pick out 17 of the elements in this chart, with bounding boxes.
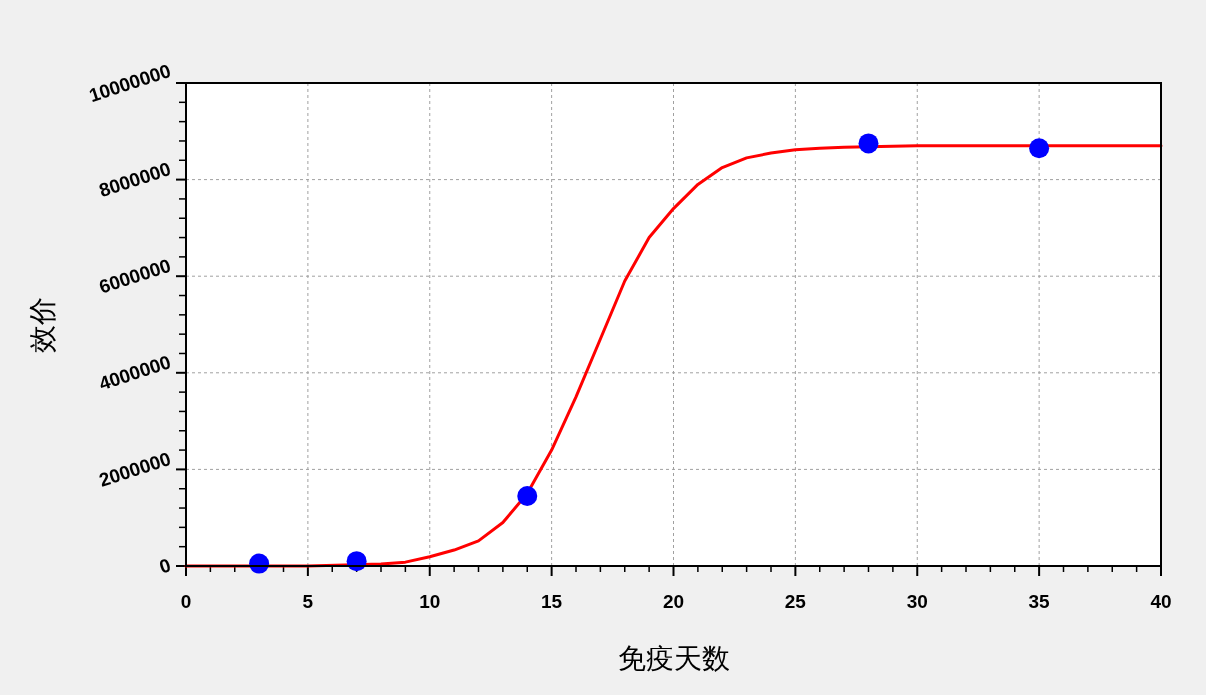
point xyxy=(858,133,879,154)
point xyxy=(1029,138,1050,159)
y-axis-title: 效价 xyxy=(26,296,59,353)
y-tick-label: 0 xyxy=(156,554,174,578)
line-series xyxy=(184,144,1163,568)
x-tick-label: 10 xyxy=(419,591,441,612)
x-tick-label: 20 xyxy=(662,591,685,612)
point xyxy=(517,485,538,506)
point xyxy=(249,553,270,574)
x-axis-title: 免疫天数 xyxy=(617,642,730,675)
x-tick-label: 40 xyxy=(1150,591,1172,612)
x-tick-label: 15 xyxy=(541,591,563,612)
x-tick-label: 5 xyxy=(302,591,314,612)
x-tick-label: 25 xyxy=(784,591,807,612)
x-tick-label: 30 xyxy=(906,591,928,612)
x-tick-label: 35 xyxy=(1028,591,1051,612)
x-tick-label: 0 xyxy=(180,591,192,612)
